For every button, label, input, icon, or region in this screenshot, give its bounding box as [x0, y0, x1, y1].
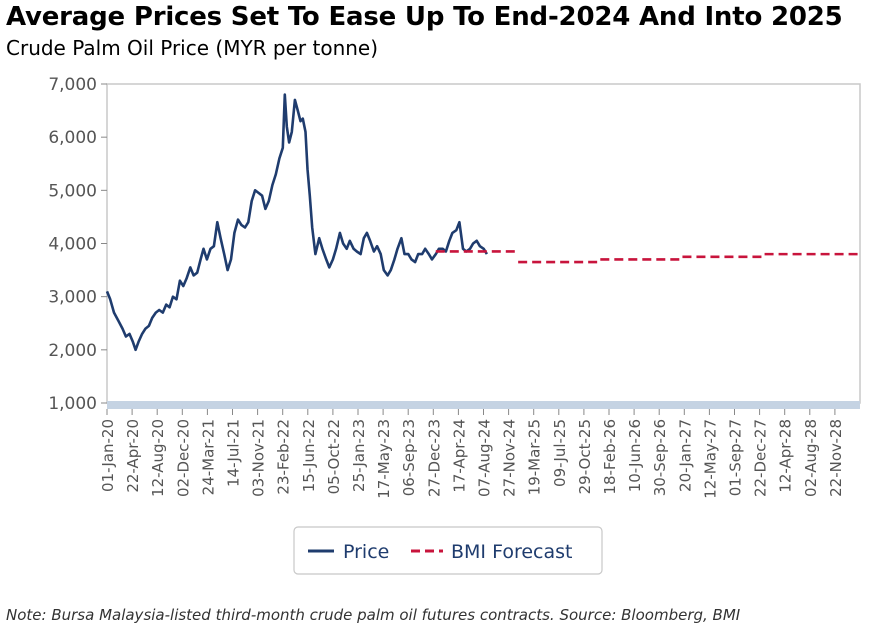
y-tick-label: 2,000	[48, 341, 97, 361]
y-tick-label: 3,000	[48, 288, 97, 308]
x-tick-label: 10-Jun-26	[626, 419, 644, 492]
x-tick-label: 15-Jun-22	[300, 419, 318, 492]
series-layer	[105, 93, 860, 352]
x-axis-ticks: 01-Jan-20 22-Apr-20 12-Aug-20 02-Dec-20 24-M…	[99, 409, 845, 499]
chart-title: Average Prices Set To Ease Up To End-202…	[6, 2, 843, 32]
legend-forecast-label: BMI Forecast	[451, 541, 572, 563]
x-tick-label: 05-Oct-22	[325, 419, 343, 494]
plot-area-frame	[106, 83, 861, 404]
y-tick-label: 5,000	[48, 181, 97, 201]
x-tick-label: 22-Dec-27	[752, 419, 770, 497]
x-tick-label: 19-Mar-25	[526, 419, 544, 495]
y-tick-label: 6,000	[48, 128, 97, 148]
x-tick-label: 29-Oct-25	[576, 419, 594, 494]
legend: Price BMI Forecast	[293, 526, 603, 575]
y-tick-label: 4,000	[48, 235, 97, 255]
x-tick-label: 01-Jan-20	[99, 419, 117, 492]
y-tick-label: 7,000	[48, 75, 97, 95]
x-tick-label: 01-Sep-27	[727, 419, 745, 496]
x-tick-label: 17-Apr-24	[450, 419, 468, 493]
x-axis-bar	[107, 401, 860, 409]
x-tick-label: 27-Dec-23	[425, 419, 443, 497]
x-tick-label: 17-May-23	[375, 419, 393, 499]
plot-frame-layer	[106, 83, 861, 409]
x-tick-label: 14-Jul-21	[225, 419, 243, 487]
legend-price-label: Price	[343, 541, 389, 563]
x-tick-label: 02-Dec-20	[174, 419, 192, 497]
x-tick-label: 25-Jan-23	[350, 419, 368, 492]
x-tick-label: 12-Apr-28	[777, 419, 795, 493]
x-tick-label: 09-Jul-25	[551, 419, 569, 487]
y-axis-ticks: 1,000 2,000 3,000 4,000 5,000 6,000 7,000	[48, 75, 107, 414]
x-tick-label: 18-Feb-26	[601, 419, 619, 495]
source-note: Note: Bursa Malaysia-listed third-month …	[6, 606, 741, 624]
x-tick-label: 06-Sep-23	[400, 419, 418, 496]
x-tick-label: 27-Nov-24	[501, 419, 519, 497]
x-tick-label: 12-May-27	[701, 419, 719, 499]
x-tick-label: 22-Nov-28	[827, 419, 845, 497]
x-tick-label: 12-Aug-20	[149, 419, 167, 497]
x-tick-label: 30-Sep-26	[651, 419, 669, 496]
x-tick-label: 24-Mar-21	[199, 419, 217, 495]
x-tick-label: 02-Aug-28	[802, 419, 820, 497]
chart-subtitle: Crude Palm Oil Price (MYR per tonne)	[6, 36, 379, 60]
y-tick-label: 1,000	[48, 394, 97, 414]
x-tick-label: 20-Jan-27	[676, 419, 694, 492]
series-price-line	[105, 93, 489, 352]
x-tick-label: 07-Aug-24	[476, 419, 494, 497]
x-tick-label: 22-Apr-20	[124, 419, 142, 493]
legend-box	[293, 526, 603, 575]
x-tick-label: 23-Feb-22	[275, 419, 293, 495]
x-tick-label: 03-Nov-21	[250, 419, 268, 497]
